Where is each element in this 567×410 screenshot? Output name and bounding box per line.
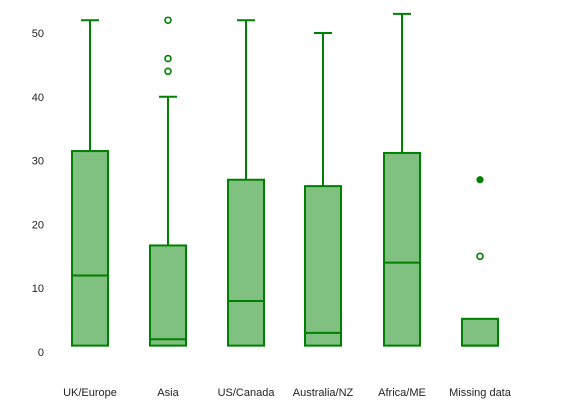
y-tick-label: 0 <box>38 347 44 359</box>
box-iqr <box>461 317 499 347</box>
box-iqr <box>304 185 342 347</box>
y-tick-label: 10 <box>32 283 44 295</box>
extreme-point <box>476 176 484 184</box>
x-category-label: Africa/ME <box>378 387 426 399</box>
box-iqr <box>383 151 421 347</box>
box-iqr <box>227 178 265 347</box>
y-tick-label: 20 <box>32 219 44 231</box>
outlier-point <box>164 16 172 25</box>
x-category-label: US/Canada <box>218 387 276 399</box>
box-iqr <box>71 150 109 347</box>
x-category-label: UK/Europe <box>63 387 117 399</box>
x-category-label: Missing data <box>449 387 512 399</box>
x-category-label: Asia <box>157 387 179 399</box>
x-category-label: Australia/NZ <box>293 387 354 399</box>
y-tick-label: 40 <box>32 92 44 104</box>
outlier-point <box>164 67 172 76</box>
outlier-point <box>476 252 484 261</box>
outlier-point <box>164 54 172 63</box>
box-iqr <box>149 244 187 347</box>
y-tick-label: 50 <box>32 28 44 40</box>
y-tick-label: 30 <box>32 156 44 168</box>
